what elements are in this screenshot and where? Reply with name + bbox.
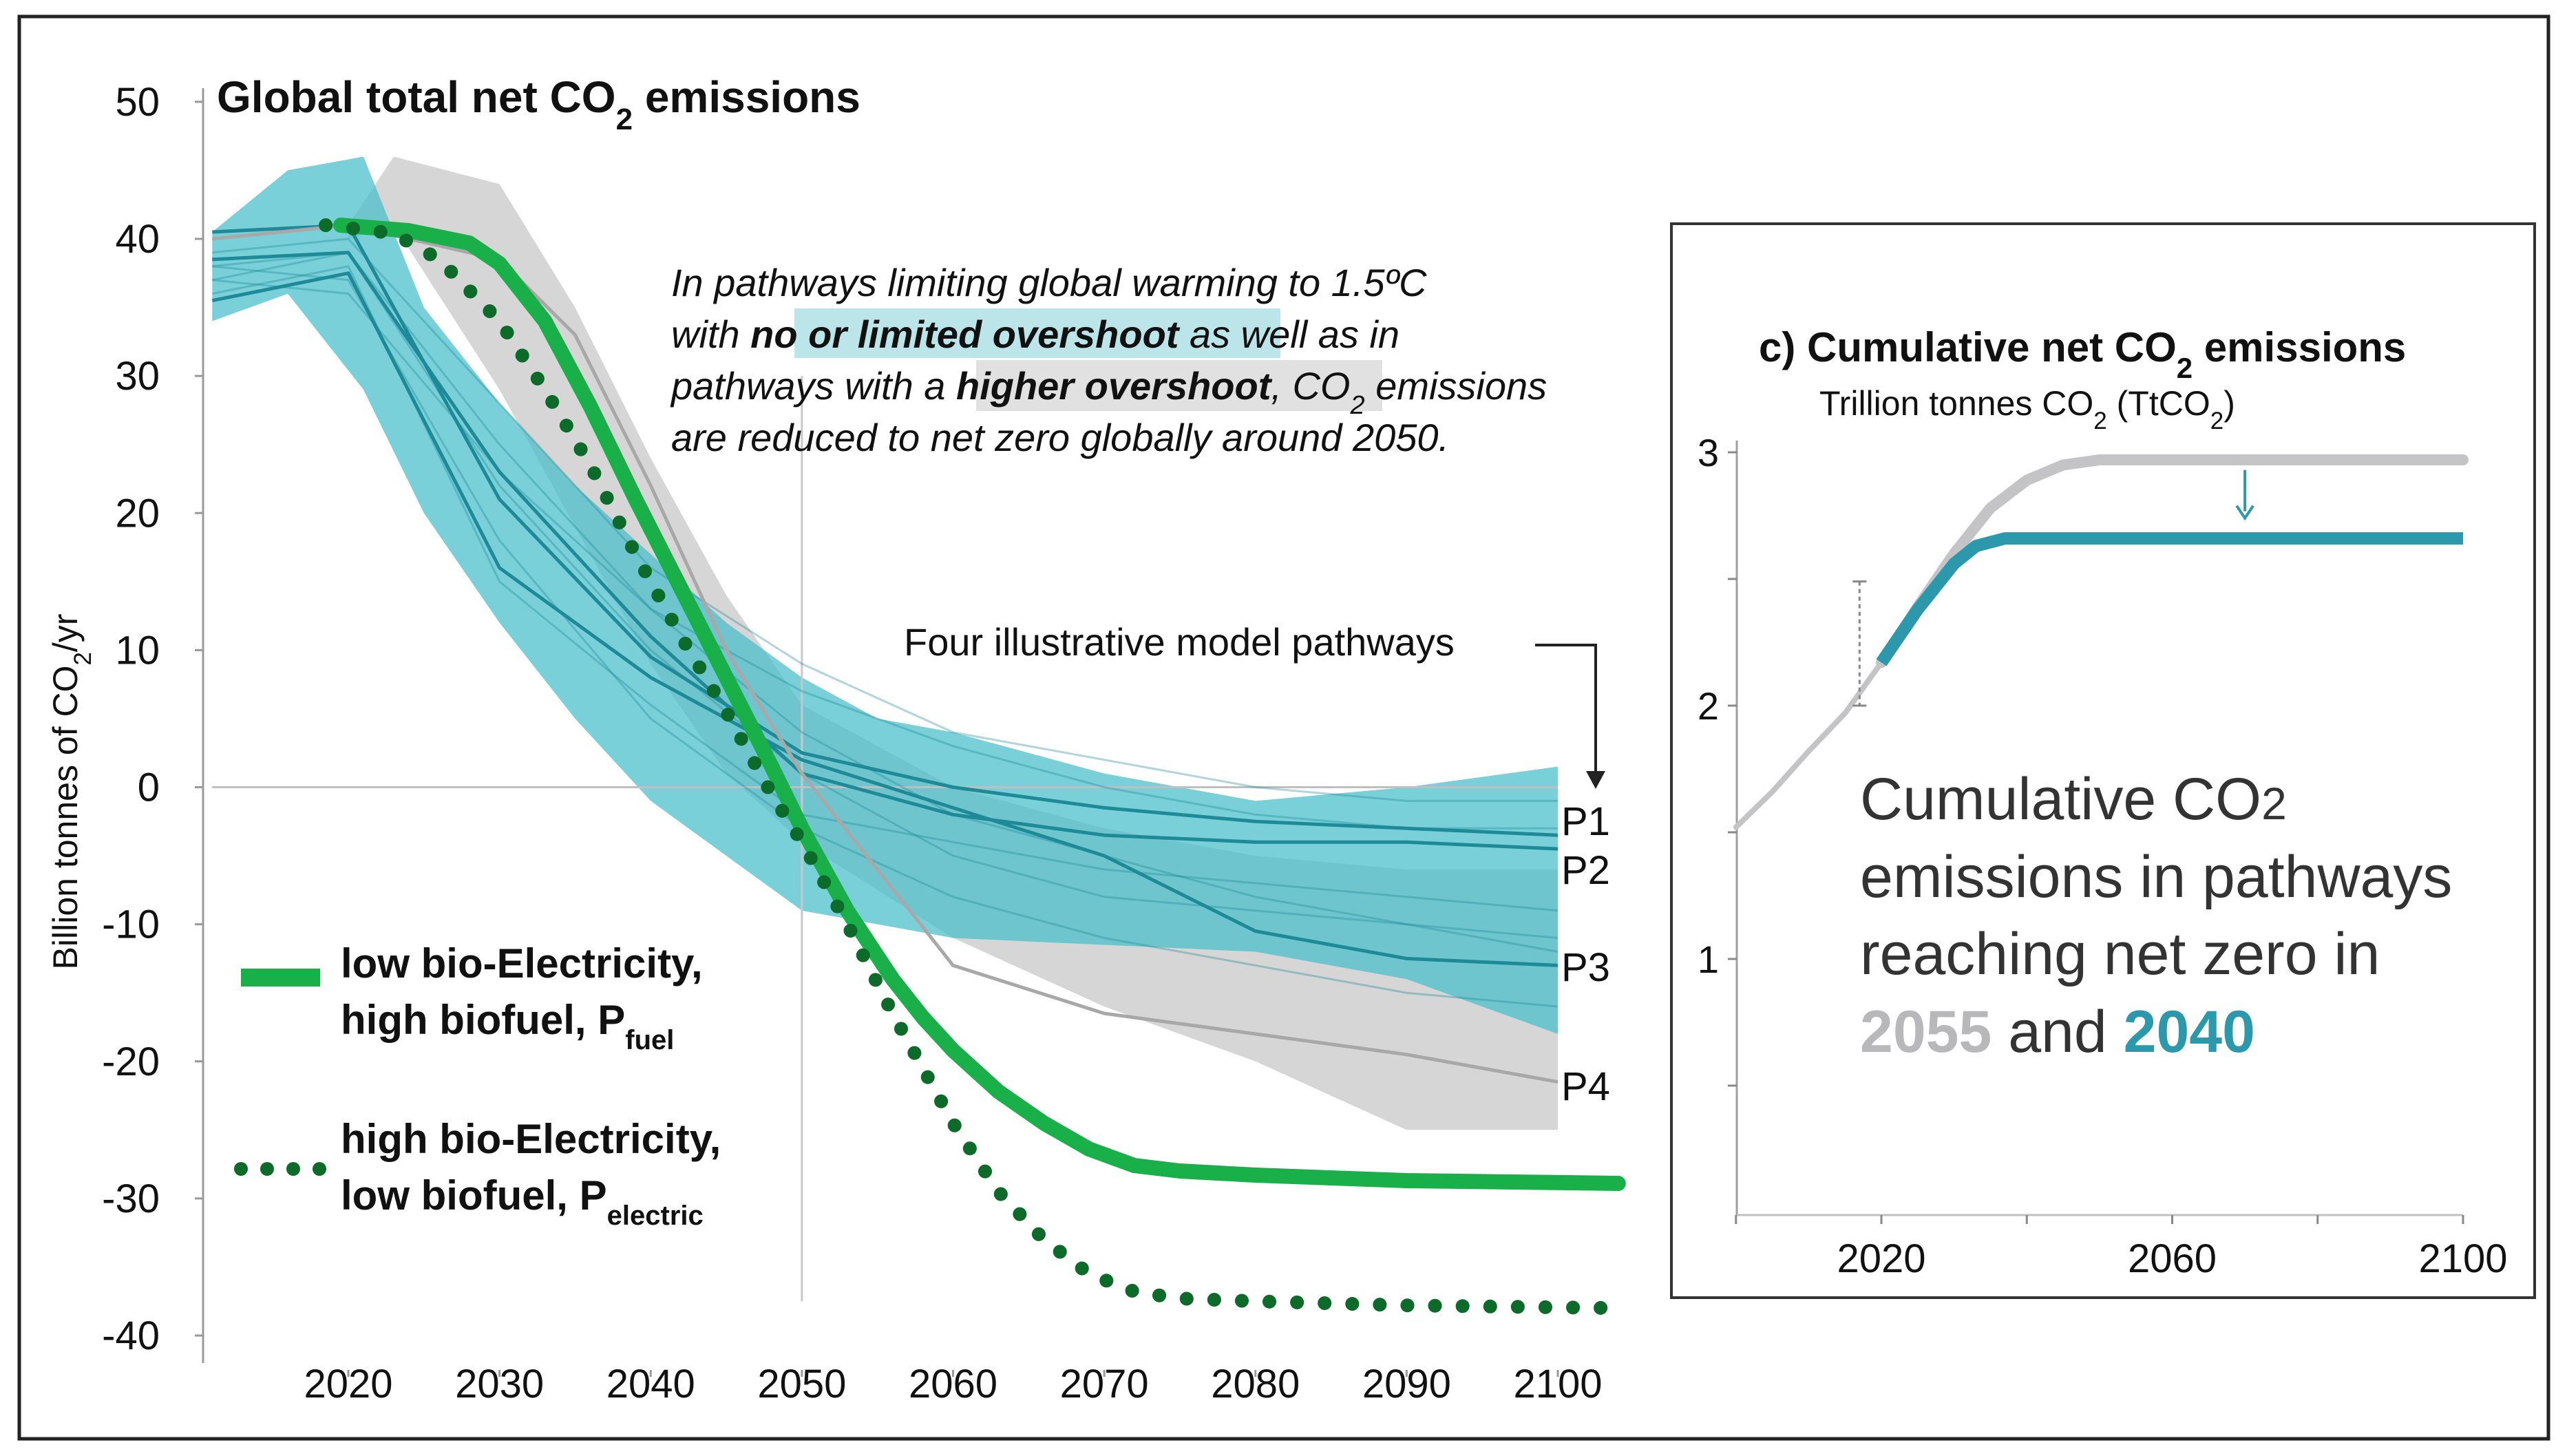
inset-text-line-4: 2055 and 2040 [1860,999,2255,1065]
cumulative-2040-line [1876,532,2463,666]
annotation-line-3: pathways with a higher overshoot, CO2 em… [670,364,1547,420]
illustrative-pathways-label: Four illustrative model pathways [904,620,1455,664]
legend-dot [313,1162,326,1176]
pfuel-line [333,218,1626,1191]
x-tick-label: 2060 [909,1362,997,1406]
legend-dot [286,1162,300,1176]
illustrative-pathways-arrowhead [1586,771,1605,789]
y-tick-label: 10 [115,628,160,673]
inset-x-tick-label: 2100 [2418,1236,2507,1281]
pathway-line-p2 [212,251,1559,851]
x-tick-label: 2040 [606,1362,695,1406]
inset-text-line-1: Cumulative CO2 [1860,766,2287,832]
pathway-labels: P1 P2 P3 P4 [1561,799,1610,1109]
y-tick-label: -40 [102,1313,160,1358]
legend-dot [260,1162,274,1176]
y-tick-label: -20 [102,1040,160,1084]
y-axis-ticks: 50 40 30 20 10 0 -10 -20 -30 -40 [102,80,203,1358]
legend-dots-line-2: low biofuel, Pelectric [341,1172,704,1231]
inset-axis-ticks: 3 2 1 2020 2060 2100 [1698,431,2508,1281]
background-pathway-line [212,279,1558,830]
x-tick-label: 2090 [1362,1362,1451,1406]
pathway-line-p3 [211,271,1559,967]
inset-y-tick-label: 3 [1698,431,1719,474]
y-tick-label: -30 [102,1177,160,1221]
legend: low bio-Electricity, high biofuel, Pfuel… [234,940,721,1231]
y-tick-label: 40 [115,217,160,262]
x-tick-label: 2100 [1513,1362,1602,1406]
annotation-line-1: In pathways limiting global warming to 1… [671,261,1427,304]
inset-x-tick-label: 2020 [1837,1236,1925,1281]
inset-subtitle: Trillion tonnes CO2 (TtCO2) [1819,384,2235,434]
inset-text-block: Cumulative CO2 emissions in pathways rea… [1860,766,2452,1065]
annotation: In pathways limiting global warming to 1… [670,261,1547,459]
legend-swatch-dots [234,1162,326,1176]
x-tick-label: 2050 [757,1362,846,1406]
bioenergy-pathways [319,218,1626,1316]
pathway-label-p3: P3 [1561,945,1610,990]
x-tick-label: 2030 [455,1362,544,1406]
pathway-label-p4: P4 [1561,1064,1610,1109]
annotation-line-2: with no or limited overshoot as well as … [671,313,1399,356]
chart-title: Global total net CO2 emissions [217,72,860,136]
inset-border [1670,222,2536,1299]
y-axis-label: Billion tonnes of CO2/yr [46,614,96,970]
inset-x-tick-label: 2060 [2128,1236,2217,1281]
legend-solid-line-2: high biofuel, Pfuel [341,997,674,1055]
legend-dot [234,1162,248,1176]
inset-chart: c) Cumulative net CO2 emissions Trillion… [1670,222,2536,1299]
legend-solid-line-1: low bio-Electricity, [341,940,703,987]
annotation-line-4: are reduced to net zero globally around … [671,416,1449,459]
band-teal_band [212,156,1558,1034]
x-tick-label: 2080 [1211,1362,1300,1406]
highlight-higher-overshoot [976,360,1382,411]
reduction-arrow-head [2235,505,2254,521]
y-tick-label: 30 [115,354,160,399]
y-tick-label: 20 [115,491,160,536]
y-tick-label: -10 [102,903,160,947]
cumulative-historical-line [1733,660,1884,830]
background-pathway-line [212,251,1559,939]
main-chart: 50 40 30 20 10 0 -10 -20 -30 -40 2020 2030 2040 2050… [46,72,1626,1406]
outer-border [17,14,2550,1441]
inset-text-line-2: emissions in pathways [1860,844,2452,910]
legend-dots-line-1: high bio-Electricity, [341,1116,721,1162]
highlight-no-overshoot [794,308,1280,358]
inset-y-tick-label: 2 [1698,684,1719,728]
x-tick-label: 2070 [1060,1362,1149,1406]
pathway-label-p2: P2 [1561,848,1610,893]
inset-series [1733,454,2469,830]
inset-y-tick-label: 1 [1698,938,1719,981]
inset-markers [1852,469,2254,707]
background-pathway-line [212,265,1559,1008]
illustrative-pathways-connector [1535,644,1597,774]
background-pathway-line [212,238,1558,802]
pathway-label-p1: P1 [1561,799,1610,844]
background-pathway-line [212,251,1559,953]
y-tick-label: 0 [138,766,160,810]
y-tick-label: 50 [115,80,160,125]
x-tick-label: 2020 [304,1362,392,1406]
range-bands [212,156,1558,1130]
x-axis-ticks: 2020 2030 2040 2050 2060 2070 2080 2090 2100 [304,1362,1602,1406]
inset-title: c) Cumulative net CO2 emissions [1759,324,2406,384]
inset-text-line-3: reaching net zero in [1860,921,2380,987]
